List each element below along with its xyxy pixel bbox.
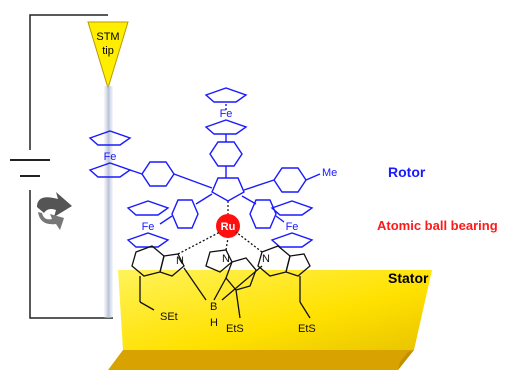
fe-label-lower-right: Fe <box>286 221 299 233</box>
fe-label-lower-left: Fe <box>142 221 155 233</box>
set-label: SEt <box>160 311 178 323</box>
ferrocene-top <box>204 87 248 135</box>
stator-label: Stator <box>388 270 429 286</box>
ferrocene-left <box>88 130 132 178</box>
n-label-left: N <box>176 255 184 267</box>
gold-surface <box>108 270 432 370</box>
fe-label-left: Fe <box>104 151 117 163</box>
boron-label: B <box>210 301 217 313</box>
hydrogen-label: H <box>210 317 218 329</box>
stator-group <box>131 231 311 319</box>
n-label-right: N <box>262 253 270 265</box>
battery-icon <box>10 159 50 177</box>
ets-label-right: EtS <box>298 323 316 335</box>
ruthenium-atom <box>216 201 240 238</box>
rotor-label: Rotor <box>388 164 426 180</box>
stm-tip-label-line2: tip <box>102 45 114 57</box>
circuit-wires <box>29 14 113 319</box>
methyl-label: Me <box>322 167 337 179</box>
stm-tip-label-line1: STM <box>96 31 119 43</box>
tip-beam <box>104 86 113 318</box>
n-label-center: N <box>222 253 230 265</box>
stm-tip-icon <box>87 21 129 90</box>
ferrocene-lower-left <box>126 200 170 248</box>
ets-label-center: EtS <box>226 323 244 335</box>
ball-bearing-label: Atomic ball bearing <box>377 218 498 233</box>
rotation-arrow-icon <box>37 192 72 230</box>
fe-label-top: Fe <box>220 108 233 120</box>
ru-label: Ru <box>221 221 236 233</box>
